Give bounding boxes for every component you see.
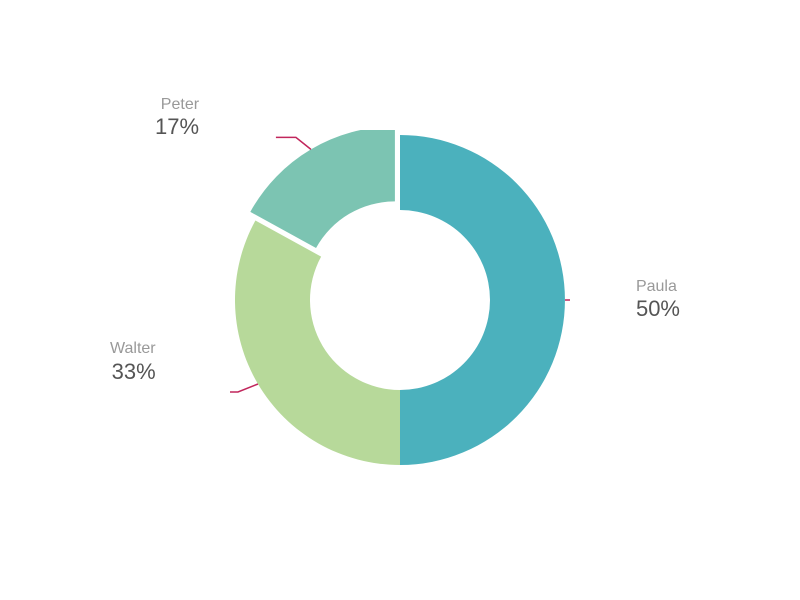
donut-svg — [230, 130, 570, 470]
slice-name: Walter — [110, 339, 156, 358]
slice-value: 17% — [155, 114, 199, 140]
donut-chart: Paula 50% Walter 33% Peter 17% — [230, 130, 570, 470]
leader-line — [230, 384, 258, 392]
leader-line — [276, 137, 311, 149]
slice-label-walter: Walter 33% — [110, 339, 156, 385]
slice-label-peter: Peter 17% — [155, 95, 199, 141]
slice-value: 33% — [110, 359, 156, 385]
slice-name: Peter — [155, 95, 199, 114]
slice-label-paula: Paula 50% — [636, 277, 680, 323]
slice-value: 50% — [636, 296, 680, 322]
slice-walter — [235, 221, 400, 465]
slice-name: Paula — [636, 277, 680, 296]
slice-paula — [400, 135, 565, 465]
